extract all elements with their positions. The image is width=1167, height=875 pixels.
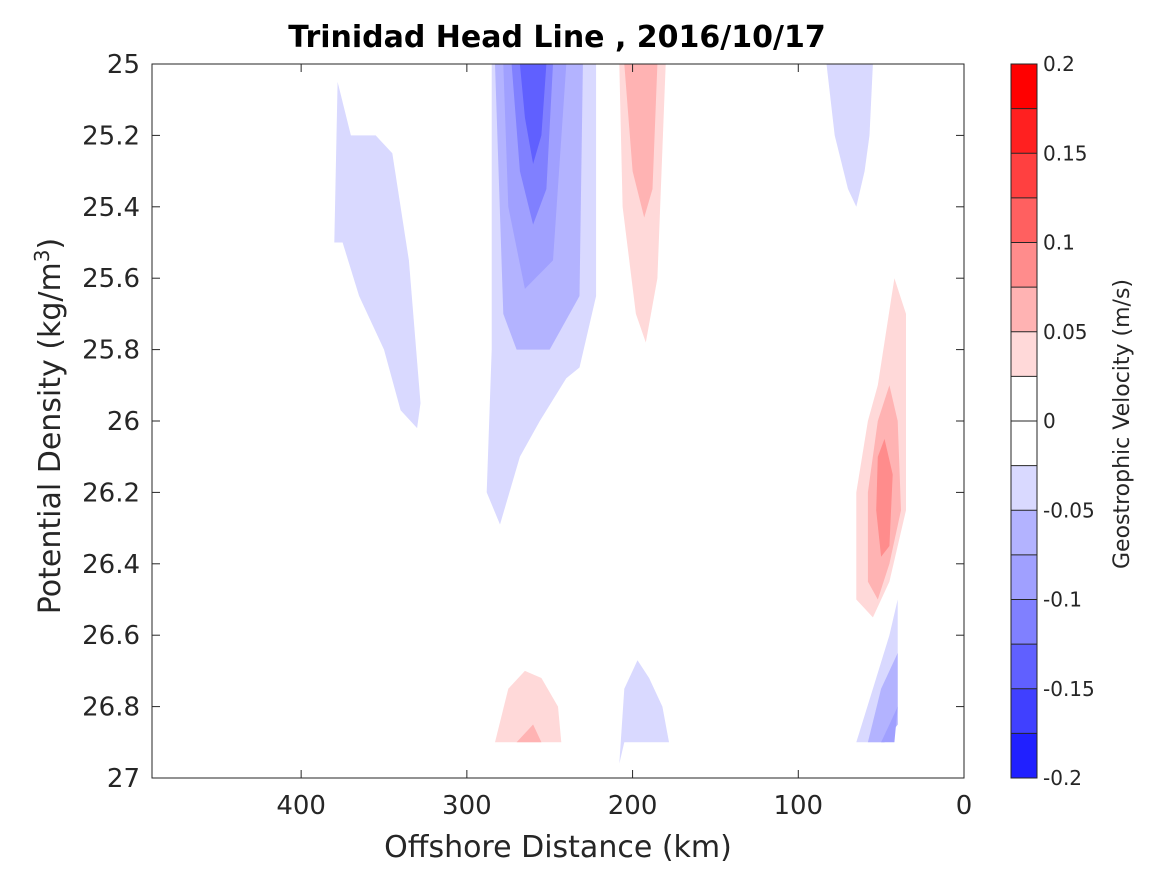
contour-region [281, 199, 305, 325]
contour-region [876, 438, 893, 557]
contour-region [334, 81, 421, 429]
y-tick-label: 25.6 [82, 264, 140, 294]
colorbar: -0.2 -0.15 -0.1 -0.05 0 0.05 0.1 0.15 0.2 [1010, 52, 1095, 790]
plot-area [281, 64, 911, 764]
colorbar-segment [1011, 421, 1037, 467]
y-tick-label: 26.2 [82, 478, 140, 508]
y-tick-label: 25.8 [82, 336, 140, 366]
y-tick-label: 25.4 [82, 193, 140, 223]
chart-title: Trinidad Head Line , 2016/10/17 [288, 20, 825, 55]
colorbar-tick-label: 0.15 [1043, 141, 1088, 165]
colorbar-segment [1011, 688, 1037, 734]
colorbar-segment [1011, 599, 1037, 645]
y-axis-label-main: Potential Density (kg/m [33, 262, 68, 614]
colorbar-segment [1011, 376, 1037, 422]
x-axis: 400 300 200 100 0 [276, 64, 972, 821]
colorbar-tick-label: 0.05 [1043, 320, 1088, 344]
colorbar-tick-label: 0.1 [1043, 231, 1075, 255]
y-tick-label: 26.8 [82, 693, 140, 723]
x-tick-label: 400 [276, 791, 326, 821]
contour-region [495, 670, 562, 743]
contour-region [619, 660, 669, 764]
colorbar-segment [1011, 465, 1037, 511]
contour-region [516, 724, 542, 743]
x-axis-label: Offshore Distance (km) [384, 830, 732, 865]
colorbar-segment [1011, 242, 1037, 288]
y-axis-label-close: ) [33, 238, 68, 250]
y-tick-label: 27 [107, 764, 140, 794]
colorbar-segment [1011, 331, 1037, 377]
colorbar-frame [1010, 63, 1038, 779]
colorbar-tick-label: -0.2 [1043, 766, 1082, 790]
y-axis-label: Potential Density (kg/m3) [30, 238, 68, 614]
colorbar-tick-label: -0.15 [1043, 677, 1095, 701]
contour-region [519, 64, 547, 164]
colorbar-tick-label: 0 [1043, 409, 1056, 433]
contour-region [624, 64, 658, 218]
y-tick-label: 26.6 [82, 621, 140, 651]
colorbar-tick-label: 0.2 [1043, 52, 1075, 76]
colorbar-segment [1011, 554, 1037, 600]
colorbar-segment [1011, 644, 1037, 690]
colorbar-tick-label: -0.05 [1043, 498, 1095, 522]
colorbar-segment [1011, 64, 1037, 110]
colorbar-segment [1011, 153, 1037, 199]
x-tick-label: 100 [773, 791, 823, 821]
colorbar-tick-label: -0.1 [1043, 588, 1082, 612]
contour-region [826, 64, 873, 207]
y-tick-label: 26.4 [82, 550, 140, 580]
x-tick-label: 0 [956, 791, 973, 821]
y-axis-label-superscript: 3 [30, 249, 54, 262]
contour-region [867, 653, 898, 743]
colorbar-label: Geostrophic Velocity (m/s) [1110, 279, 1135, 569]
colorbar-segment [1011, 108, 1037, 154]
y-tick-label: 25.2 [82, 121, 140, 151]
colorbar-segment [1011, 197, 1037, 243]
y-tick-label: 25 [107, 50, 140, 80]
x-tick-label: 300 [442, 791, 492, 821]
x-tick-label: 200 [608, 791, 658, 821]
colorbar-segment [1011, 510, 1037, 556]
y-tick-label: 26 [107, 407, 140, 437]
contour-region [395, 731, 409, 743]
colorbar-segment [1011, 287, 1037, 333]
contour-region [881, 706, 898, 743]
y-axis: 25 25.2 25.4 25.6 25.8 26 26.2 26.4 26.6 26.8 27 [82, 50, 964, 794]
colorbar-segment [1011, 733, 1037, 779]
